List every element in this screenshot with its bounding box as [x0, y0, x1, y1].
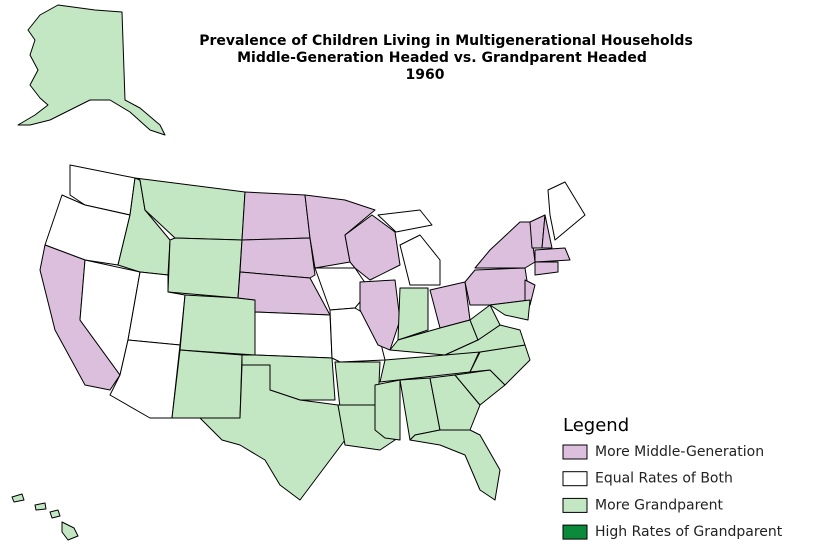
state [464, 267, 531, 306]
state [344, 214, 401, 281]
state [397, 287, 429, 341]
state [474, 221, 536, 269]
state [469, 304, 501, 341]
state [334, 361, 381, 409]
state [534, 247, 571, 263]
state [11, 493, 25, 503]
state [409, 429, 501, 501]
state [374, 379, 401, 441]
title-line: 1960 [406, 67, 445, 83]
legend-label: More Middle-Generation [595, 444, 764, 460]
title-line: Middle-Generation Headed vs. Grandparent… [237, 50, 647, 66]
states [11, 4, 586, 541]
state [254, 311, 333, 359]
legend-label: Equal Rates of Both [595, 471, 733, 487]
title-line: Prevalence of Children Living in Multige… [199, 33, 693, 49]
state [377, 209, 433, 233]
legend-swatch [562, 524, 588, 540]
legend-title: Legend [563, 415, 629, 436]
state [61, 521, 79, 541]
state [167, 237, 243, 299]
state [541, 214, 553, 249]
state [34, 502, 47, 511]
legend-label: More Grandparent [595, 497, 724, 513]
legend-swatch [562, 471, 588, 487]
state [489, 299, 531, 321]
state [429, 374, 481, 431]
legend: More Middle-Generation Equal Rates of Bot… [562, 444, 783, 540]
legend-label: High Rates of Grandparent [595, 524, 783, 540]
state [399, 234, 441, 286]
legend-swatch [562, 444, 588, 460]
state [49, 509, 61, 519]
state [239, 237, 316, 279]
state [547, 181, 586, 241]
state [241, 191, 311, 241]
state [534, 261, 559, 276]
state [171, 349, 243, 419]
legend-swatch [562, 497, 588, 513]
state [179, 294, 256, 356]
state [199, 364, 346, 501]
state [17, 4, 166, 136]
